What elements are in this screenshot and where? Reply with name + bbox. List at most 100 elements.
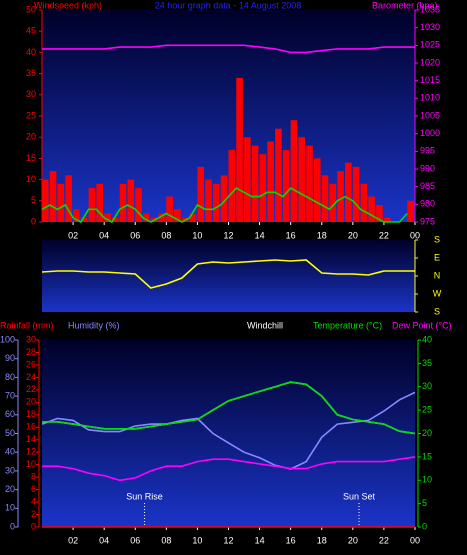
x-tick-label: 02 (68, 230, 78, 240)
y-tick-label: 70 (5, 390, 15, 400)
bar (57, 183, 65, 222)
y-tick-label: 20 (26, 397, 36, 407)
series-line (42, 381, 416, 435)
y-tick-label: 30 (26, 334, 36, 344)
y-tick-label: 8 (31, 472, 36, 482)
bar (282, 149, 290, 222)
bar (88, 188, 96, 222)
bar (96, 183, 104, 222)
y-tick-label: 10 (26, 174, 36, 184)
y-tick-label: 2 (31, 509, 36, 519)
bar (368, 196, 375, 222)
y-tick-label: 80 (5, 372, 15, 382)
y-tick-label: 26 (26, 359, 36, 369)
y-tick-label: 975 (420, 216, 435, 226)
x-tick-label: 12 (223, 535, 233, 545)
x-tick-label: 16 (286, 230, 296, 240)
y-tick-label: 1020 (420, 57, 440, 67)
y-tick-label: 18 (26, 409, 36, 419)
y-tick-label: 40 (422, 334, 432, 344)
x-tick-label: 06 (130, 230, 140, 240)
y-tick-label: E (434, 252, 440, 262)
y-tick-label: 16 (26, 422, 36, 432)
y-tick-label: 35 (26, 68, 36, 78)
series-line (42, 456, 416, 482)
y-tick-label: 25 (422, 405, 432, 415)
y-tick-label: 40 (5, 447, 15, 457)
bar (49, 171, 57, 222)
y-tick-label: 1015 (420, 75, 440, 85)
bar (321, 175, 329, 222)
y-tick-label: 50 (26, 4, 36, 14)
x-tick-label: 04 (99, 230, 109, 240)
legend-label: Humidity (%) (68, 320, 120, 330)
y-tick-label: 1005 (420, 110, 440, 120)
bar (197, 166, 205, 222)
bar (376, 205, 383, 222)
y-tick-label: 30 (422, 381, 432, 391)
bar (306, 145, 313, 222)
y-tick-label: 1035 (420, 4, 440, 14)
y-tick-label: 15 (26, 153, 36, 163)
y-tick-label: 30 (5, 465, 15, 475)
y-tick-label: 995 (420, 146, 435, 156)
x-tick-label: 22 (379, 230, 389, 240)
y-tick-label: 1000 (420, 128, 440, 138)
series-line (42, 44, 415, 54)
y-tick-label: 50 (5, 428, 15, 438)
bar (383, 217, 391, 222)
y-tick-label: 25 (26, 110, 36, 120)
y-tick-label: 0 (422, 521, 427, 531)
y-tick-label: 14 (26, 434, 36, 444)
bar (236, 77, 243, 222)
y-tick-label: 28 (26, 347, 36, 357)
bar (290, 120, 298, 222)
chart-title: 24 hour graph data - 14 August 2008 (155, 0, 302, 10)
bar (189, 213, 197, 222)
plot-area (42, 340, 415, 527)
x-tick-label: 00 (410, 230, 420, 240)
bar (251, 145, 259, 222)
y-tick-label: S (434, 234, 440, 244)
x-tick-label: 20 (348, 230, 358, 240)
bar (220, 175, 228, 222)
x-tick-label: 10 (192, 535, 202, 545)
y-tick-label: 30 (26, 89, 36, 99)
x-tick-label: 18 (317, 535, 327, 545)
bar (127, 179, 135, 222)
bar (158, 213, 166, 222)
bar (275, 128, 282, 222)
y-tick-label: 15 (422, 451, 432, 461)
y-tick-label: 0 (31, 216, 36, 226)
y-tick-label: 20 (422, 428, 432, 438)
y-tick-label: 22 (26, 384, 36, 394)
bar (119, 183, 127, 222)
x-tick-label: 16 (286, 535, 296, 545)
y-tick-label: 0 (31, 521, 36, 531)
y-tick-label: 4 (31, 496, 36, 506)
y-tick-label: 1025 (420, 40, 440, 50)
x-tick-label: 12 (223, 230, 233, 240)
y-tick-label: 60 (5, 409, 15, 419)
y-tick-label: 40 (26, 47, 36, 57)
bar (174, 209, 181, 222)
bar (313, 158, 321, 222)
bar (205, 179, 212, 222)
y-tick-label: 45 (26, 26, 36, 36)
y-tick-label: 6 (31, 484, 36, 494)
x-tick-label: 18 (317, 230, 327, 240)
y-tick-label: 1010 (420, 93, 440, 103)
bar (407, 200, 414, 222)
y-tick-label: 24 (26, 372, 36, 382)
x-tick-label: 00 (410, 535, 420, 545)
y-tick-label: S (434, 306, 440, 316)
bar (104, 213, 111, 222)
bar (352, 166, 360, 222)
bar (135, 188, 142, 222)
y-tick-label: W (433, 288, 442, 298)
bar (329, 183, 337, 222)
y-tick-label: 0 (10, 521, 15, 531)
bar (80, 217, 88, 222)
plot-area (42, 240, 415, 312)
